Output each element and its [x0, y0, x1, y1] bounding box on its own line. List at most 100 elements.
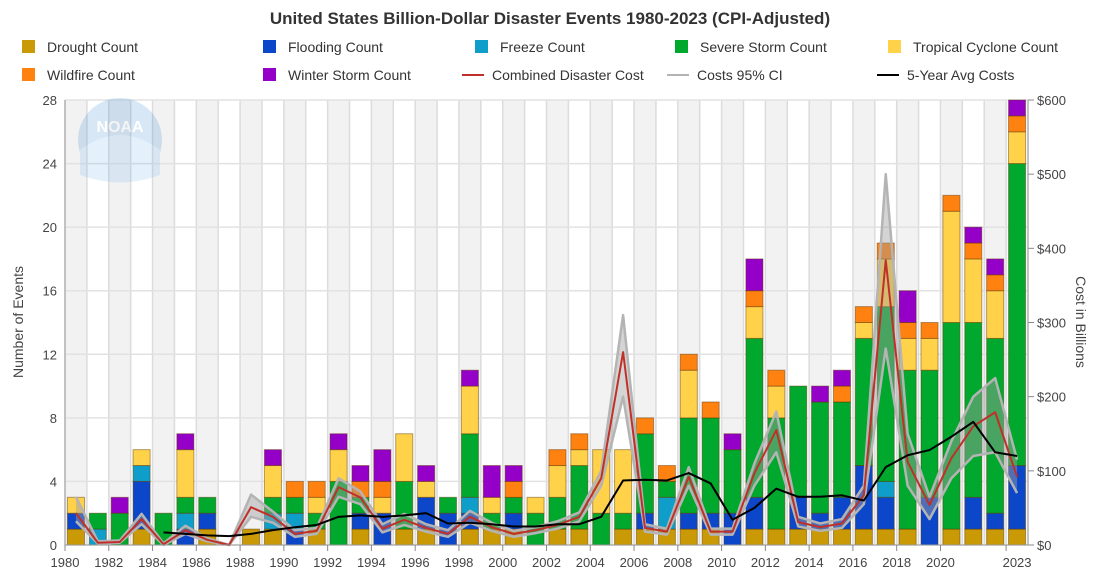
x-tick-label: 1990: [269, 555, 298, 570]
bar-segment-freeze-count-2017: [876, 480, 895, 498]
bar-segment-drought-count-2012: [767, 528, 786, 546]
bar-segment-tropical-cyclone-count-2023: [1008, 131, 1027, 165]
legend-item-series-0: Drought Count: [22, 39, 138, 55]
bar-segment-tropical-cyclone-count-1992: [329, 449, 348, 482]
x-tick-label: 2008: [663, 555, 692, 570]
bar-segment-tropical-cyclone-count-2021: [964, 258, 983, 323]
series-1-label: Flooding Count: [288, 39, 383, 55]
series-5-swatch: [22, 68, 35, 81]
bar-segment-winter-storm-count-1993: [351, 465, 370, 482]
series-4-swatch: [888, 40, 901, 53]
bar-segment-severe-storm-count-2010: [723, 449, 742, 514]
bar-segment-winter-storm-count-2010: [723, 433, 742, 451]
y2-tick-label: $100: [1037, 464, 1066, 479]
bar-segment-drought-count-2002: [548, 528, 567, 546]
bar-segment-wildfire-count-2021: [964, 242, 983, 260]
series-2-swatch: [475, 40, 488, 53]
bar-segment-winter-storm-count-1992: [329, 433, 348, 451]
bar-segment-wildfire-count-2012: [767, 369, 786, 387]
bar-segment-winter-storm-count-1985: [176, 433, 195, 451]
series-0-swatch: [22, 40, 35, 53]
series-6-label: Winter Storm Count: [288, 67, 411, 83]
x-tick-label: 2018: [882, 555, 911, 570]
bar-segment-tropical-cyclone-count-1999: [482, 496, 501, 514]
series-1-swatch: [263, 40, 276, 53]
bar-segment-tropical-cyclone-count-2020: [942, 210, 961, 323]
bar-segment-drought-count-1980: [66, 528, 85, 546]
bar-segment-wildfire-count-2020: [942, 194, 961, 212]
bar-segment-drought-count-2003: [570, 528, 589, 546]
legend-item-series-2: Freeze Count: [475, 39, 585, 55]
y2-tick-label: $400: [1037, 241, 1066, 256]
legend-item-five-year-avg: 5-Year Avg Costs: [877, 67, 1014, 83]
y2-axis-label: Cost in Billions: [1073, 276, 1089, 368]
bar-segment-winter-storm-count-1998: [460, 369, 479, 387]
year-band: [371, 100, 394, 545]
svg-text:NOAA: NOAA: [96, 119, 144, 136]
legend-item-series-4: Tropical Cyclone Count: [888, 39, 1058, 55]
bar-segment-tropical-cyclone-count-2022: [986, 290, 1005, 339]
bar-segment-drought-count-2018: [898, 528, 917, 546]
bar-segment-tropical-cyclone-count-1989: [263, 465, 282, 498]
bar-segment-tropical-cyclone-count-1996: [417, 480, 436, 498]
bar-segment-severe-storm-count-1998: [460, 433, 479, 498]
bar-segment-tropical-cyclone-count-1994: [373, 496, 392, 514]
series-3-label: Severe Storm Count: [700, 39, 827, 55]
y-tick-label: 8: [50, 411, 57, 426]
bar-segment-severe-storm-count-2007: [657, 480, 676, 498]
bar-segment-wildfire-count-1991: [307, 480, 326, 498]
bar-segment-wildfire-count-2009: [701, 401, 720, 419]
bar-segment-wildfire-count-2008: [679, 353, 698, 371]
bar-segment-severe-storm-count-2000: [504, 496, 523, 514]
bar-segment-winter-storm-count-2022: [986, 258, 1005, 276]
bar-segment-tropical-cyclone-count-2001: [526, 496, 545, 514]
year-band: [502, 100, 525, 545]
bar-segment-wildfire-count-2006: [635, 417, 655, 435]
year-band: [196, 100, 219, 545]
y-tick-label: 16: [43, 284, 57, 299]
year-band: [283, 100, 306, 545]
bar-segment-severe-storm-count-2013: [789, 385, 808, 498]
combined-cost-label: Combined Disaster Cost: [492, 67, 644, 83]
y2-tick-label: $200: [1037, 390, 1066, 405]
bar-segment-winter-storm-count-2011: [745, 258, 764, 292]
legend-item-series-5: Wildfire Count: [22, 67, 135, 83]
bar-segment-wildfire-count-2002: [548, 449, 567, 467]
x-tick-label: 2002: [532, 555, 561, 570]
bar-segment-severe-storm-count-2017: [876, 306, 895, 482]
bar-segment-wildfire-count-2023: [1008, 115, 1027, 133]
bar-segment-tropical-cyclone-count-2016: [854, 322, 873, 339]
y-tick-label: 24: [43, 157, 57, 172]
bar-segment-drought-count-1998: [460, 528, 479, 546]
series-4-label: Tropical Cyclone Count: [913, 39, 1058, 55]
y-tick-label: 28: [43, 93, 57, 108]
bar-segment-drought-count-2017: [876, 528, 895, 546]
bar-segment-freeze-count-1983: [132, 465, 151, 482]
bar-segment-severe-storm-count-2023: [1008, 163, 1027, 467]
series-6-swatch: [263, 68, 276, 81]
bar-segment-severe-storm-count-2020: [942, 322, 961, 530]
bar-segment-tropical-cyclone-count-2008: [679, 369, 698, 419]
bar-segment-drought-count-1995: [395, 528, 414, 546]
year-band: [415, 100, 438, 545]
bar-segment-drought-count-2021: [964, 528, 983, 546]
bar-segment-tropical-cyclone-count-2011: [745, 306, 764, 339]
series-2-label: Freeze Count: [500, 39, 585, 55]
bar-segment-drought-count-2005: [614, 528, 633, 546]
year-band: [546, 100, 569, 545]
x-tick-label: 2020: [926, 555, 955, 570]
bar-segment-winter-storm-count-2023: [1008, 99, 1027, 117]
bar-segment-tropical-cyclone-count-2012: [767, 385, 786, 419]
y2-tick-label: $300: [1037, 316, 1066, 331]
bar-segment-wildfire-count-2018: [898, 322, 917, 339]
y-tick-label: 12: [43, 347, 57, 362]
bar-segment-tropical-cyclone-count-2019: [920, 337, 939, 371]
bar-segment-flooding-count-1986: [198, 512, 217, 530]
bar-segment-severe-storm-count-2005: [614, 512, 633, 530]
bar-segment-winter-storm-count-2014: [811, 385, 830, 403]
bar-segment-severe-storm-count-1997: [438, 496, 458, 514]
series-5-label: Wildfire Count: [47, 67, 135, 83]
bar-segment-winter-storm-count-2021: [964, 226, 983, 244]
bar-segment-drought-count-1993: [351, 528, 370, 546]
